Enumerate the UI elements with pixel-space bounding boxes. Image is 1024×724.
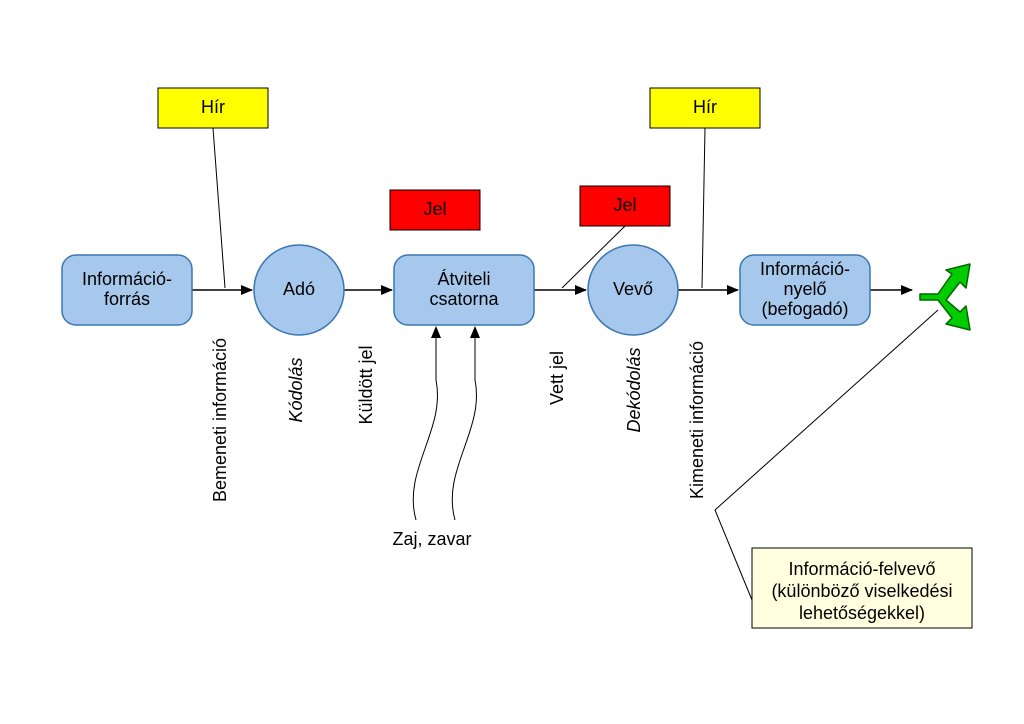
tag-jel1: Jel bbox=[390, 190, 480, 230]
edge-label-kuldott: Küldött jel bbox=[356, 345, 376, 424]
tag-connector-2 bbox=[702, 128, 705, 288]
edge-label-bemeneti: Bemeneti információ bbox=[210, 338, 230, 502]
tag-hir2: Hír bbox=[650, 88, 760, 128]
tag-jel2-label: Jel bbox=[613, 195, 636, 215]
note-box: Információ-felvevő(különböző viselkedési… bbox=[752, 548, 972, 628]
tag-jel2: Jel bbox=[580, 186, 670, 226]
noise-arrow-0 bbox=[413, 327, 437, 520]
node-sink-label-1: nyelő bbox=[783, 279, 826, 299]
tag-hir1: Hír bbox=[158, 88, 268, 128]
node-source-label-0: Információ- bbox=[82, 269, 172, 289]
node-sink-label-2: (befogadó) bbox=[761, 299, 848, 319]
noise-label: Zaj, zavar bbox=[392, 529, 471, 549]
node-decoder-label-0: Vevő bbox=[613, 279, 653, 299]
note-line-1: (különböző viselkedési bbox=[771, 581, 952, 601]
node-channel-label-1: csatorna bbox=[429, 289, 499, 309]
edge-label-dekodolas: Dekódolás bbox=[624, 347, 644, 432]
note-line-0: Információ-felvevő bbox=[788, 559, 935, 579]
tag-hir2-label: Hír bbox=[693, 97, 717, 117]
tag-hir1-label: Hír bbox=[201, 97, 225, 117]
node-encoder-label-0: Adó bbox=[283, 279, 315, 299]
node-sink-label-0: Információ- bbox=[760, 259, 850, 279]
edge-label-kimeneti: Kimeneti információ bbox=[687, 341, 707, 499]
tag-connector-0 bbox=[213, 128, 225, 288]
edge-label-kodolas: Kódolás bbox=[286, 357, 306, 422]
node-channel: Átvitelicsatorna bbox=[394, 255, 534, 325]
edge-label-vett: Vett jel bbox=[547, 351, 567, 405]
noise-arrow-1 bbox=[452, 327, 476, 520]
tag-jel1-label: Jel bbox=[423, 199, 446, 219]
node-source: Információ-forrás bbox=[62, 255, 192, 325]
node-sink: Információ-nyelő(befogadó) bbox=[740, 255, 870, 325]
split-arrow-icon bbox=[920, 264, 970, 330]
communication-flowchart: Hír Jel Jel Hír Információ-forrás Adó Átvitel… bbox=[0, 0, 1024, 724]
note-line-2: lehetőségekkel) bbox=[799, 603, 925, 623]
node-encoder: Adó bbox=[254, 245, 344, 335]
node-source-label-1: forrás bbox=[104, 289, 150, 309]
node-channel-label-0: Átviteli bbox=[437, 269, 490, 289]
node-decoder: Vevő bbox=[588, 245, 678, 335]
